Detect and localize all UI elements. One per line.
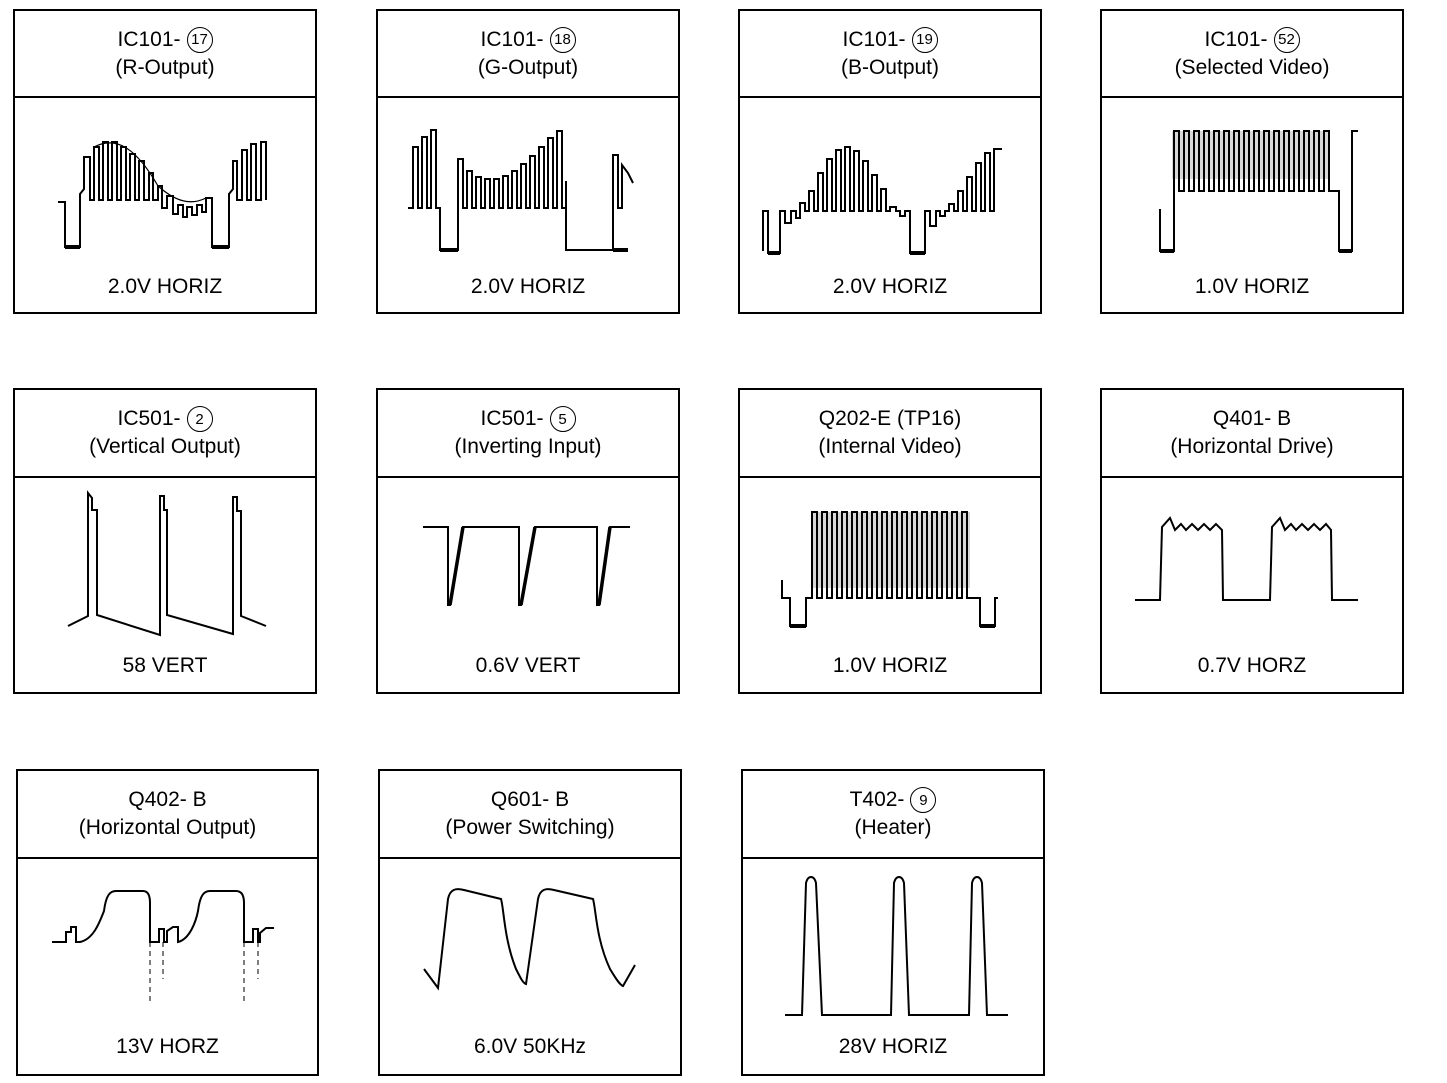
- panel-scale-label: 6.0V 50KHz: [473, 1035, 587, 1058]
- pin-number-badge: 5: [549, 406, 576, 432]
- panel-header: T402- 9 (Heater): [743, 771, 1043, 859]
- waveform-panel-ic501-2: IC501- 2 (Vertical Output) 58 VERT: [13, 388, 317, 694]
- panel-scale-label: 58 VERT: [122, 654, 208, 677]
- panel-signal-name: (Internal Video): [818, 435, 962, 458]
- panel-scale-label: 13V HORZ: [116, 1035, 219, 1058]
- waveform-panel-ic101-18: IC101- 18 (G-Output) 2.0V HORIZ: [376, 9, 680, 314]
- panel-signal-name: (Vertical Output): [89, 435, 241, 458]
- panel-scale-label: 0.7V HORZ: [1197, 654, 1307, 677]
- panel-header: Q401- B (Horizontal Drive): [1102, 390, 1402, 478]
- pin-number-badge: 19: [911, 26, 938, 53]
- waveform-trace: [423, 888, 636, 991]
- waveform-panel-q202-e: Q202-E (TP16) (Internal Video) 1.0V HORI…: [738, 388, 1042, 694]
- panel-ref: Q601- B: [490, 788, 570, 811]
- waveform-panel-ic101-19: IC101- 19 (B-Output) 2.0V HORIZ: [738, 9, 1042, 314]
- panel-header: IC501- 2 (Vertical Output): [15, 390, 315, 478]
- waveform-panel-q601-b: Q601- B (Power Switching) 6.0V 50KHz: [378, 769, 682, 1076]
- panel-signal-name: (Horizontal Output): [78, 816, 257, 839]
- panel-ref: IC501-: [480, 407, 544, 430]
- panel-signal-name: (R-Output): [115, 55, 215, 79]
- waveform-trace: [58, 141, 267, 249]
- pin-number-badge: 2: [186, 406, 213, 432]
- panel-scale-label: 2.0V HORIZ: [107, 275, 223, 298]
- pin-number-badge: 18: [549, 26, 576, 53]
- waveform-panel-q401-b: Q401- B (Horizontal Drive) 0.7V HORZ: [1100, 388, 1404, 694]
- panel-scale-label: 1.0V HORIZ: [1194, 275, 1310, 298]
- panel-header: IC501- 5 (Inverting Input): [378, 390, 678, 478]
- waveform-trace: [781, 511, 998, 628]
- pin-number-badge: 17: [186, 26, 213, 53]
- panel-signal-name: (B-Output): [840, 55, 940, 79]
- panel-header: Q601- B (Power Switching): [380, 771, 680, 859]
- waveform-trace: [67, 490, 267, 637]
- waveform-panel-ic101-52: IC101- 52 (Selected Video) 1.0V HORIZ: [1100, 9, 1404, 314]
- waveform-panel-t402-9: T402- 9 (Heater) 28V HORIZ: [741, 769, 1045, 1076]
- panel-header: IC101- 18 (G-Output): [378, 11, 678, 98]
- panel-header: IC101- 52 (Selected Video): [1102, 11, 1402, 98]
- waveform-trace: [762, 146, 1002, 255]
- waveform-trace: [423, 526, 630, 606]
- waveform-trace: [785, 876, 1008, 1016]
- panel-ref: IC501-: [117, 407, 181, 430]
- panel-ref: IC101-: [1204, 27, 1268, 51]
- panel-ref: Q401- B: [1212, 407, 1292, 430]
- panel-signal-name: (G-Output): [477, 55, 579, 79]
- panel-ref: Q402- B: [128, 788, 207, 811]
- panel-ref: IC101-: [480, 27, 544, 51]
- panel-scale-label: 1.0V HORIZ: [832, 654, 948, 677]
- panel-scale-label: 2.0V HORIZ: [470, 275, 586, 298]
- waveform-panel-ic501-5: IC501- 5 (Inverting Input) 0.6V VERT: [376, 388, 680, 694]
- panel-header: IC101- 17 (R-Output): [15, 11, 315, 98]
- waveform-trace: [408, 129, 634, 252]
- panel-ref: T402-: [849, 788, 905, 811]
- panel-signal-name: (Heater): [854, 816, 932, 839]
- waveform-panel-q402-b: Q402- B (Horizontal Output) 13V HORZ: [16, 769, 319, 1076]
- pin-number-badge: 9: [910, 787, 937, 813]
- panel-header: Q202-E (TP16) (Internal Video): [740, 390, 1040, 478]
- panel-header: IC101- 19 (B-Output): [740, 11, 1040, 98]
- panel-scale-label: 28V HORIZ: [838, 1035, 948, 1058]
- panel-header: Q402- B (Horizontal Output): [18, 771, 317, 859]
- pin-number-badge: 52: [1273, 26, 1300, 53]
- panel-signal-name: (Horizontal Drive): [1170, 435, 1334, 458]
- waveform-trace: [1135, 516, 1358, 601]
- panel-ref: IC101-: [117, 27, 181, 51]
- waveform-trace: [1159, 130, 1358, 253]
- panel-signal-name: (Power Switching): [445, 816, 615, 839]
- waveform-trace: [52, 890, 274, 1005]
- waveform-panel-ic101-17: IC101- 17 (R-Output) 2.0V HORIZ: [13, 9, 317, 314]
- panel-scale-label: 2.0V HORIZ: [832, 275, 948, 298]
- panel-ref: Q202-E (TP16): [818, 407, 962, 430]
- panel-scale-label: 0.6V VERT: [475, 654, 581, 677]
- panel-signal-name: (Selected Video): [1174, 55, 1330, 79]
- panel-signal-name: (Inverting Input): [454, 435, 602, 458]
- panel-ref: IC101-: [842, 27, 906, 51]
